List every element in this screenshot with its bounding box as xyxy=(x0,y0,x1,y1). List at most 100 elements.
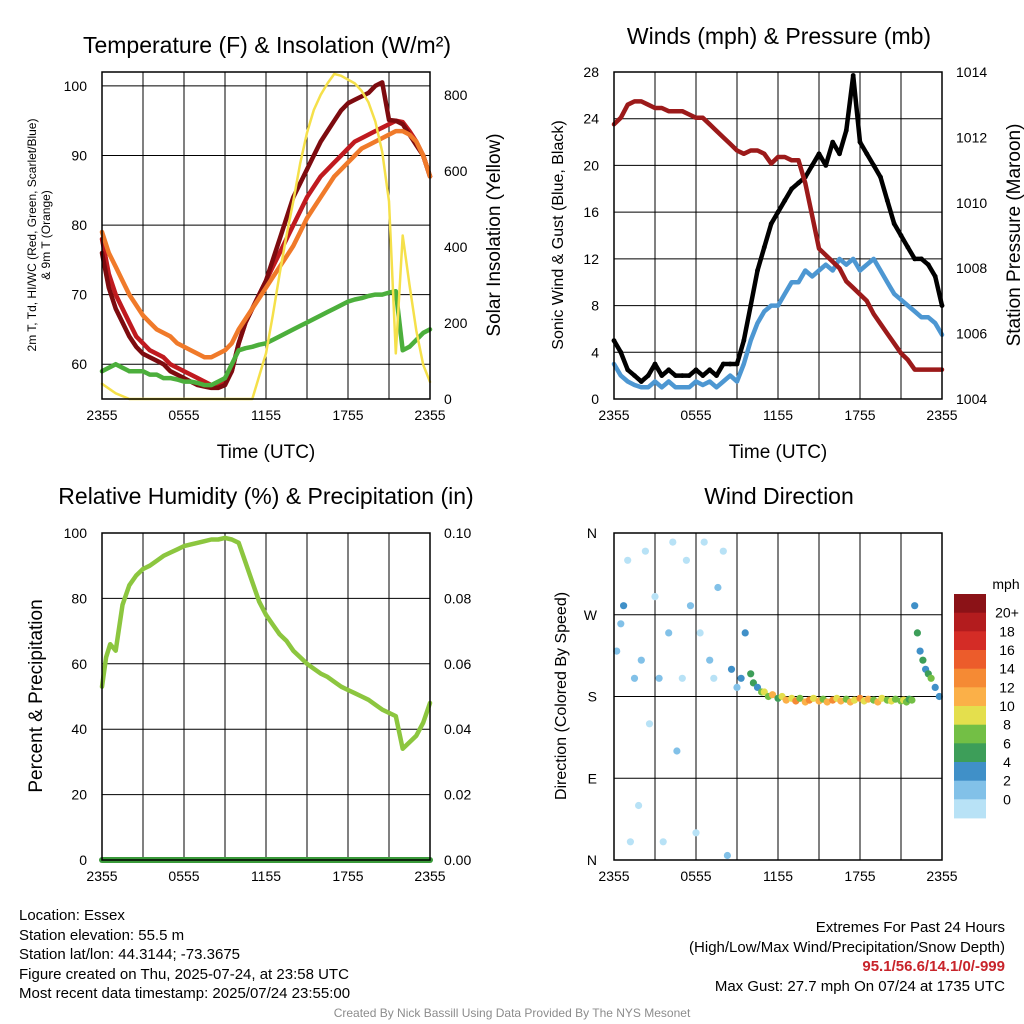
direction-point xyxy=(796,694,804,702)
direction-ylabel-left: Direction (Colored By Speed) xyxy=(553,592,570,800)
winds-pressure-panel: Winds (mph) & Pressure (mb) 0 4 8 12 16 20 24 2… xyxy=(550,23,1024,463)
station-elevation: Station elevation: 55.5 m xyxy=(19,926,185,944)
gust-point xyxy=(734,361,740,367)
winds-grid xyxy=(614,71,942,400)
gust-point xyxy=(748,303,754,308)
gust-point xyxy=(686,373,692,378)
colorbar-swatch xyxy=(954,706,986,726)
y-right-tick-label: 0.02 xyxy=(444,787,471,803)
gust-point xyxy=(652,361,658,367)
direction-point xyxy=(782,696,790,704)
y-tick-label: 60 xyxy=(71,356,87,372)
temperature-x-axis: 2355 0555 1155 1755 2355 xyxy=(86,407,445,423)
y-tick-label: N xyxy=(587,525,597,541)
gust-point xyxy=(673,373,678,378)
colorbar-label: 8 xyxy=(1003,717,1011,733)
y-tick-label: W xyxy=(584,607,598,623)
y-tick-label: N xyxy=(587,852,597,868)
humidity-plot-frame xyxy=(101,532,431,861)
station-info: Location: Essex Station elevation: 55.5 … xyxy=(19,906,350,1004)
direction-point xyxy=(686,602,695,610)
gust-point xyxy=(707,367,713,373)
y-tick-label: 12 xyxy=(583,251,599,267)
direction-point xyxy=(809,694,818,702)
colorbar-swatch xyxy=(954,594,986,614)
gust-point xyxy=(912,256,918,262)
direction-point xyxy=(916,647,924,655)
winds-x-axis: 2355 0555 1155 1755 2355 xyxy=(598,407,957,423)
gust-point xyxy=(837,151,842,157)
x-tick-label: 2355 xyxy=(414,868,445,884)
speed-colorbar: 20+ 18 16 14 12 10 8 6 4 2 0 xyxy=(954,594,1019,819)
y-right-tick-label: 0.10 xyxy=(444,525,471,541)
temperature-grid xyxy=(102,72,430,399)
temperature-ylabel-left-line1: 2m T, Td, HI/WC (Red, Green, Scarlet/Blu… xyxy=(25,119,39,352)
colorbar-swatch xyxy=(954,743,986,763)
direction-point xyxy=(692,829,700,837)
temperature-plot-frame xyxy=(101,71,431,400)
gust-point xyxy=(775,209,781,215)
direction-points xyxy=(613,538,943,860)
humidity-precip-panel: Relative Humidity (%) & Precipitation (i… xyxy=(26,483,474,884)
gust-point xyxy=(714,373,719,378)
colorbar-label: 4 xyxy=(1003,754,1011,770)
direction-x-axis: 2355 0555 1155 1755 2355 xyxy=(598,868,957,884)
direction-point xyxy=(927,674,935,682)
gust-point xyxy=(891,221,897,227)
extremes-info: Extremes For Past 24 Hours (High/Low/Max… xyxy=(689,918,1005,996)
colorbar-label: 20+ xyxy=(995,605,1019,621)
temperature-ylabel-left-line2: & 9m T (Orange) xyxy=(39,190,53,280)
winds-plot-frame xyxy=(613,71,943,400)
winds-panel-title: Winds (mph) & Pressure (mb) xyxy=(627,23,931,49)
gust-point xyxy=(809,163,815,168)
gust-point xyxy=(618,349,624,355)
y-tick-label: 40 xyxy=(71,721,87,737)
direction-plot-frame xyxy=(613,532,943,861)
colorbar-label: 0 xyxy=(1003,791,1011,807)
colorbar-swatch xyxy=(954,762,986,782)
colorbar-swatch xyxy=(954,780,986,800)
direction-point xyxy=(696,629,704,637)
wind-blue-series-line xyxy=(611,256,945,390)
y-tick-label: 0 xyxy=(79,852,87,868)
dewpoint-green-series-line xyxy=(99,288,433,388)
direction-point xyxy=(913,629,922,637)
direction-point xyxy=(617,620,625,628)
colorbar-swatch xyxy=(954,799,986,819)
direction-point xyxy=(630,674,639,682)
gust-point xyxy=(925,262,931,268)
credit-line: Created By Nick Bassill Using Data Provi… xyxy=(333,1006,691,1020)
heat-index-scarlet-series-line xyxy=(99,80,433,391)
direction-point xyxy=(741,629,749,637)
direction-point xyxy=(768,691,777,699)
gust-point xyxy=(816,151,822,157)
winds-ylabel-left: Sonic Wind & Gust (Blue, Black) xyxy=(550,120,567,349)
direction-point xyxy=(931,683,939,692)
y-tick-label: 16 xyxy=(583,204,599,220)
gust-point xyxy=(919,256,924,262)
gust-point xyxy=(843,127,849,133)
direction-point xyxy=(620,602,628,610)
y-tick-label: 20 xyxy=(71,787,87,803)
colorbar-label: 12 xyxy=(999,679,1015,695)
colorbar-label: 16 xyxy=(999,642,1015,658)
humidity-panel-title: Relative Humidity (%) & Precipitation (i… xyxy=(58,483,473,509)
x-tick-label: 1155 xyxy=(763,868,793,884)
colorbar-swatch xyxy=(954,668,986,688)
y-tick-label: 80 xyxy=(71,590,87,606)
gust-point xyxy=(878,174,883,180)
direction-point xyxy=(641,547,650,555)
x-tick-label: 2355 xyxy=(598,407,629,423)
y-right-tick-label: 0.06 xyxy=(444,656,471,672)
gust-point xyxy=(850,73,856,78)
y-right-tick-label: 400 xyxy=(444,239,468,255)
colorbar-label: 6 xyxy=(1003,735,1011,751)
x-tick-label: 2355 xyxy=(598,868,629,884)
direction-point xyxy=(706,656,714,664)
y-tick-label: 28 xyxy=(583,64,599,80)
gust-point xyxy=(782,198,788,203)
direction-point xyxy=(727,665,736,673)
temperature-left-axis: 60 70 80 90 100 xyxy=(64,78,88,372)
gust-point xyxy=(768,221,774,227)
